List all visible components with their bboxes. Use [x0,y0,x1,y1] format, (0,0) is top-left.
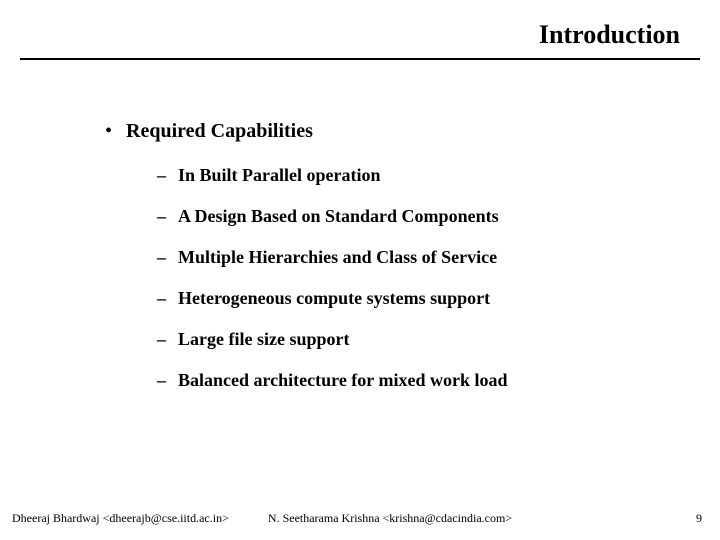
sub-bullet-item: – Balanced architecture for mixed work l… [157,370,680,391]
bullet-item: • Required Capabilities [105,120,680,143]
content-area: • Required Capabilities – In Built Paral… [105,120,680,411]
slide-title: Introduction [539,20,680,50]
dash-icon: – [157,329,166,350]
sub-bullet-item: – Heterogeneous compute systems support [157,288,680,309]
title-rule [20,58,700,60]
sub-bullet-text: A Design Based on Standard Components [178,206,499,227]
dash-icon: – [157,288,166,309]
sub-bullet-item: – In Built Parallel operation [157,165,680,186]
sub-bullet-text: Multiple Hierarchies and Class of Servic… [178,247,497,268]
sub-bullet-list: – In Built Parallel operation – A Design… [157,165,680,391]
footer: Dheeraj Bhardwaj <dheerajb@cse.iitd.ac.i… [0,506,720,526]
sub-bullet-item: – A Design Based on Standard Components [157,206,680,227]
slide: Introduction • Required Capabilities – I… [0,0,720,540]
dash-icon: – [157,370,166,391]
sub-bullet-text: Balanced architecture for mixed work loa… [178,370,507,391]
dash-icon: – [157,165,166,186]
bullet-icon: • [105,121,112,141]
footer-author-center: N. Seetharama Krishna <krishna@cdacindia… [0,511,720,526]
page-number: 9 [696,511,702,526]
dash-icon: – [157,247,166,268]
sub-bullet-text: Heterogeneous compute systems support [178,288,490,309]
bullet-text: Required Capabilities [126,120,313,143]
dash-icon: – [157,206,166,227]
sub-bullet-text: Large file size support [178,329,349,350]
sub-bullet-item: – Large file size support [157,329,680,350]
sub-bullet-text: In Built Parallel operation [178,165,381,186]
sub-bullet-item: – Multiple Hierarchies and Class of Serv… [157,247,680,268]
